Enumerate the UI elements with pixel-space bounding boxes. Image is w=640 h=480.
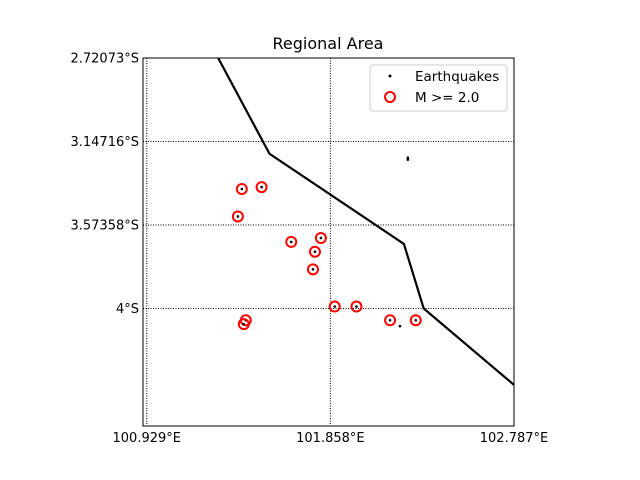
x-tick-label: 101.858°E [296, 431, 364, 446]
legend-box [369, 64, 508, 112]
map-frame [142, 57, 515, 427]
earthquake-point [355, 305, 358, 308]
earthquake-point [260, 185, 263, 189]
legend-large-quake-label: M >= 2.0 [415, 90, 479, 106]
y-tick-label: 2.72073°S [70, 52, 139, 67]
earthquake-point [388, 318, 392, 322]
earthquake-point [313, 250, 317, 254]
earthquake-point [406, 156, 410, 160]
earthquake-layer [231, 156, 422, 331]
y-tick-labels: 2.72073°S 3.14716°S 3.57358°S 4°S [70, 52, 139, 318]
large-earthquake-marker [237, 318, 250, 331]
y-tick-label: 3.57358°S [70, 219, 139, 234]
earthquake-point [311, 268, 315, 271]
large-earthquake-marker [285, 235, 298, 248]
boundary-layer [217, 58, 514, 386]
large-earthquake-marker [328, 300, 341, 313]
large-earthquake-marker [308, 245, 321, 258]
y-tick-label: 3.14716°S [70, 135, 139, 150]
earthquake-point [240, 187, 244, 191]
large-earthquake-marker [255, 181, 268, 194]
large-earthquake-marker [314, 232, 327, 245]
map-title: Regional Area [273, 34, 384, 53]
large-earthquake-marker [306, 263, 319, 276]
x-tick-label: 100.929°E [113, 431, 181, 446]
x-tick-label: 102.787°E [480, 431, 548, 446]
large-earthquake-marker [384, 314, 397, 327]
earthquake-point [289, 240, 293, 244]
earthquake-point [406, 158, 410, 161]
y-tick-label: 4°S [116, 302, 139, 317]
boundary-line [217, 58, 514, 386]
legend-earthquake-label: Earthquakes [415, 69, 499, 85]
earthquake-point [414, 318, 418, 322]
x-tick-labels: 100.929°E 101.858°E 102.787°E [113, 431, 549, 446]
large-earthquake-marker [350, 300, 363, 313]
large-earthquake-marker [231, 210, 244, 223]
large-earthquake-marker [409, 314, 422, 327]
earthquake-point [236, 215, 240, 218]
legend-earthquake-marker [388, 74, 392, 78]
large-earthquake-marker [235, 183, 248, 196]
legend-large-quake-marker [384, 91, 396, 103]
earthquake-point [333, 305, 337, 308]
earthquake-point [398, 324, 402, 328]
legend: Earthquakes M >= 2.0 [369, 64, 508, 112]
earthquake-point [319, 236, 323, 240]
earthquake-point [242, 322, 246, 326]
